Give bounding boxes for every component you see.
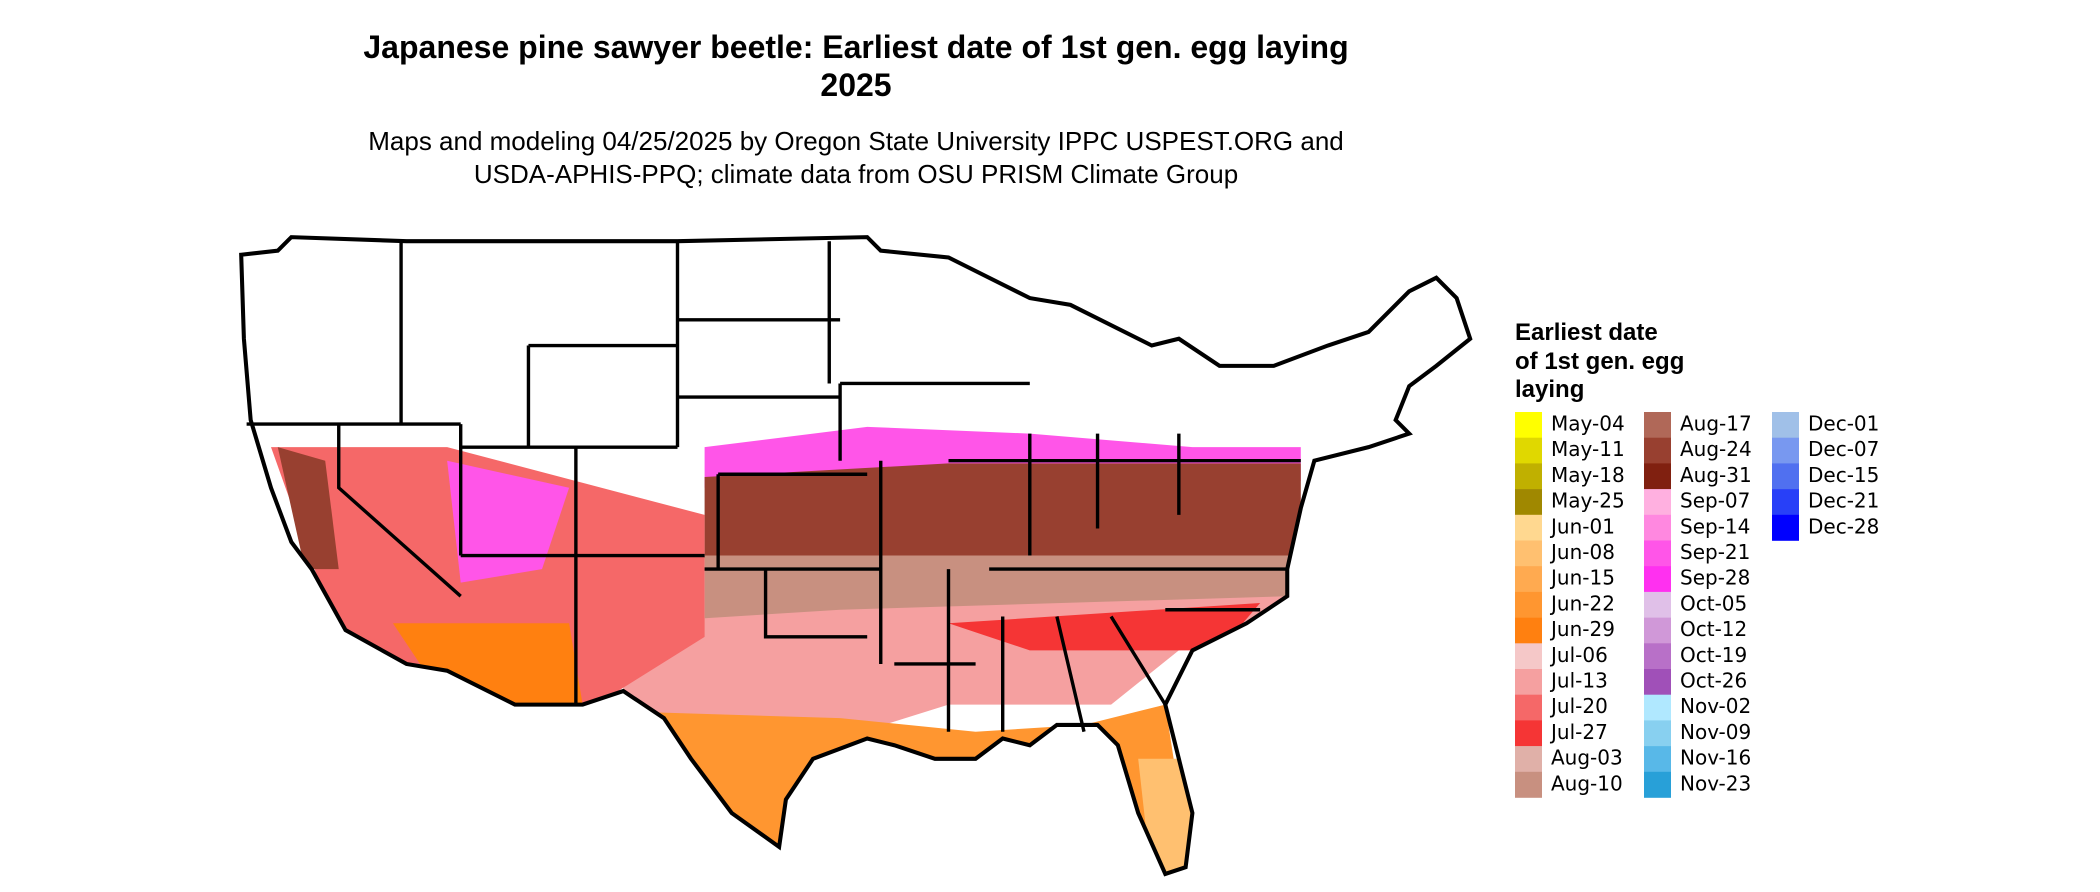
subtitle: USDA-APHIS-PPQ; climate data from OSU PR… bbox=[474, 159, 1238, 189]
legend-label: Oct-26 bbox=[1680, 669, 1747, 693]
legend-label: Oct-05 bbox=[1680, 591, 1747, 615]
legend-swatch bbox=[1772, 412, 1799, 438]
subtitle: Maps and modeling 04/25/2025 by Oregon S… bbox=[368, 126, 1344, 156]
legend-swatch bbox=[1515, 412, 1542, 438]
legend-title: Earliest date bbox=[1515, 319, 1658, 346]
legend-swatch bbox=[1515, 771, 1542, 798]
legend-swatch bbox=[1515, 514, 1542, 541]
legend-label: May-04 bbox=[1551, 412, 1625, 436]
legend-swatch bbox=[1515, 720, 1542, 747]
legend-swatch bbox=[1515, 746, 1542, 773]
legend-label: Nov-23 bbox=[1680, 771, 1751, 795]
legend-label: May-25 bbox=[1551, 489, 1625, 513]
legend-swatch bbox=[1644, 720, 1671, 747]
legend-label: Dec-15 bbox=[1808, 463, 1879, 487]
legend-label: Nov-09 bbox=[1680, 720, 1751, 744]
legend-title: laying bbox=[1515, 376, 1584, 403]
legend-label: May-18 bbox=[1551, 463, 1625, 487]
legend-label: Nov-02 bbox=[1680, 694, 1751, 718]
legend-swatch bbox=[1515, 463, 1542, 490]
legend-swatch bbox=[1515, 540, 1542, 567]
legend-swatch bbox=[1644, 746, 1671, 773]
legend-label: Jun-08 bbox=[1549, 540, 1615, 564]
legend-label: Oct-12 bbox=[1680, 617, 1747, 641]
legend-swatch bbox=[1515, 437, 1542, 464]
legend-swatch bbox=[1515, 617, 1542, 644]
legend-label: Jun-29 bbox=[1549, 617, 1615, 641]
legend-label: Jun-22 bbox=[1549, 591, 1615, 615]
legend-swatch bbox=[1644, 463, 1671, 490]
legend-label: Jul-06 bbox=[1549, 643, 1608, 667]
legend-label: Oct-19 bbox=[1680, 643, 1747, 667]
legend-swatch bbox=[1515, 643, 1542, 670]
title: 2025 bbox=[820, 67, 891, 103]
legend-swatch bbox=[1644, 437, 1671, 464]
legend-label: Aug-31 bbox=[1680, 463, 1752, 487]
legend-swatch bbox=[1644, 694, 1671, 721]
legend-label: May-11 bbox=[1551, 437, 1625, 461]
legend-label: Sep-21 bbox=[1680, 540, 1750, 564]
map bbox=[239, 235, 1473, 877]
legend-label: Sep-14 bbox=[1680, 514, 1750, 538]
legend-label: Aug-24 bbox=[1680, 437, 1752, 461]
legend-label: Sep-07 bbox=[1680, 489, 1750, 513]
legend-swatch bbox=[1644, 540, 1671, 567]
legend-swatch bbox=[1644, 643, 1671, 670]
legend-swatch bbox=[1644, 489, 1671, 516]
legend-swatch bbox=[1644, 591, 1671, 618]
legend-label: Jun-15 bbox=[1549, 566, 1615, 590]
legend-swatch bbox=[1515, 566, 1542, 593]
legend-label: Jul-27 bbox=[1549, 720, 1608, 744]
legend-swatch bbox=[1644, 514, 1671, 541]
legend-swatch bbox=[1644, 617, 1671, 644]
legend-label: Aug-10 bbox=[1551, 771, 1623, 795]
legend-label: Sep-28 bbox=[1680, 566, 1750, 590]
legend-label: Nov-16 bbox=[1680, 746, 1751, 770]
legend-swatch bbox=[1644, 669, 1671, 695]
legend-swatch bbox=[1772, 514, 1799, 541]
legend-swatch bbox=[1515, 489, 1542, 516]
legend-label: Dec-07 bbox=[1808, 437, 1879, 461]
legend-label: Jun-01 bbox=[1549, 514, 1615, 538]
legend-label: Jul-20 bbox=[1549, 694, 1608, 718]
legend: May-04May-11May-18May-25Jun-01Jun-08Jun-… bbox=[1515, 412, 1879, 798]
legend-title: of 1st gen. egg bbox=[1515, 348, 1684, 375]
legend-label: Aug-17 bbox=[1680, 412, 1752, 436]
legend-label: Dec-28 bbox=[1808, 514, 1879, 538]
legend-swatch bbox=[1772, 489, 1799, 516]
legend-swatch bbox=[1644, 566, 1671, 593]
title: Japanese pine sawyer beetle: Earliest da… bbox=[363, 29, 1348, 65]
legend-swatch bbox=[1515, 591, 1542, 618]
legend-label: Aug-03 bbox=[1551, 746, 1623, 770]
legend-label: Dec-01 bbox=[1808, 412, 1879, 436]
legend-swatch bbox=[1772, 463, 1799, 490]
legend-swatch bbox=[1515, 669, 1542, 695]
legend-label: Dec-21 bbox=[1808, 489, 1879, 513]
legend-swatch bbox=[1644, 771, 1671, 798]
legend-swatch bbox=[1515, 694, 1542, 721]
legend-swatch bbox=[1772, 437, 1799, 464]
legend-label: Jul-13 bbox=[1549, 669, 1608, 693]
legend-swatch bbox=[1644, 412, 1671, 438]
